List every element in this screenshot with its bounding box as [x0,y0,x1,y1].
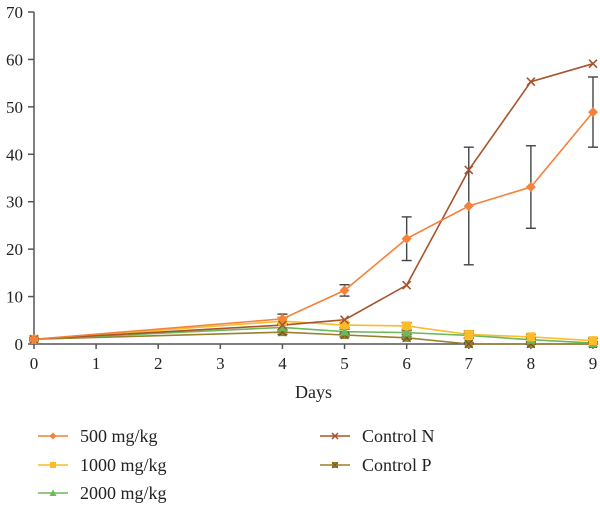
legend-label-1000: 1000 mg/kg [80,454,167,475]
data-point-control-n [526,77,536,87]
legend-item-control-n: Control N [320,423,435,449]
data-point-2000-mg-kg [339,326,350,336]
x-tick-label: 4 [278,354,287,373]
data-point-500-mg-kg [401,233,412,244]
axes [33,12,597,345]
legend-swatch-control-n [320,432,350,440]
legend-label-control-p: Control P [362,454,432,475]
series-line-500-mg-kg [33,111,594,341]
x-tick-label: 0 [30,354,39,373]
x-ticks: 0 1 2 3 4 5 6 7 8 9 [30,344,598,373]
data-point-control-n [464,165,474,175]
data-point-1000-mg-kg [402,321,412,331]
y-tick-label: 10 [6,288,23,307]
x-axis-title: Days [295,382,332,402]
data-point-500-mg-kg [588,107,598,118]
legend-item-control-p: Control P [320,452,432,478]
y-tick-label: 70 [6,3,23,22]
x-tick-label: 9 [589,354,598,373]
y-tick-label: 50 [6,98,23,117]
data-point-control-n [402,280,412,290]
legend-swatch-1000 [38,462,68,468]
data-point-control-n [277,320,288,330]
data-point-control-p [464,339,474,349]
data-point-500-mg-kg [525,182,536,193]
legend-swatch-control-p [320,461,350,469]
legend-item-500: 500 mg/kg [38,423,158,449]
marker-cross [464,339,474,349]
legend-label-2000: 2000 mg/kg [80,482,167,503]
series-lines [33,62,594,345]
y-tick-label: 60 [6,50,23,69]
data-point-500-mg-kg [463,200,474,211]
data-point-1000-mg-kg [526,332,536,342]
legend-label-500: 500 mg/kg [80,425,158,446]
data-point-2000-mg-kg [277,322,288,332]
legend-item-2000: 2000 mg/kg [38,480,167,506]
data-point-1000-mg-kg [464,330,474,340]
x-tick-label: 8 [527,354,536,373]
data-point-2000-mg-kg [401,327,412,337]
data-point-1000-mg-kg [340,320,350,330]
y-tick-label: 30 [6,193,23,212]
legend-swatch-2000 [38,489,68,496]
x-tick-label: 2 [154,354,163,373]
y-ticks: 0 10 20 30 40 50 60 70 [6,3,34,354]
x-tick-label: 5 [340,354,349,373]
y-tick-label: 20 [6,240,23,259]
data-point-1000-mg-kg [588,336,598,346]
series-line-control-n [33,62,594,341]
data-point-500-mg-kg [277,313,288,324]
data-point-control-n [339,315,350,325]
legend-swatch-500 [38,432,68,440]
y-tick-label: 0 [15,335,24,354]
data-point-control-n [588,59,598,69]
legend-label-control-n: Control N [362,425,435,446]
x-tick-label: 7 [465,354,474,373]
y-tick-label: 40 [6,145,23,164]
x-tick-label: 6 [402,354,411,373]
data-point-500-mg-kg [339,285,350,296]
data-point-500-mg-kg [29,334,39,345]
x-tick-label: 1 [92,354,101,373]
legend-item-1000: 1000 mg/kg [38,452,167,478]
x-tick-label: 3 [216,354,225,373]
series-markers [29,59,598,349]
